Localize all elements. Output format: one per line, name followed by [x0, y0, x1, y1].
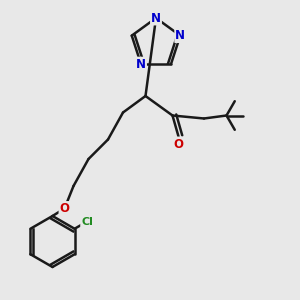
Text: N: N [151, 11, 161, 25]
Text: N: N [136, 58, 146, 70]
Text: O: O [173, 137, 184, 151]
Text: O: O [59, 202, 70, 215]
Text: Cl: Cl [81, 217, 93, 226]
Text: N: N [175, 29, 185, 42]
